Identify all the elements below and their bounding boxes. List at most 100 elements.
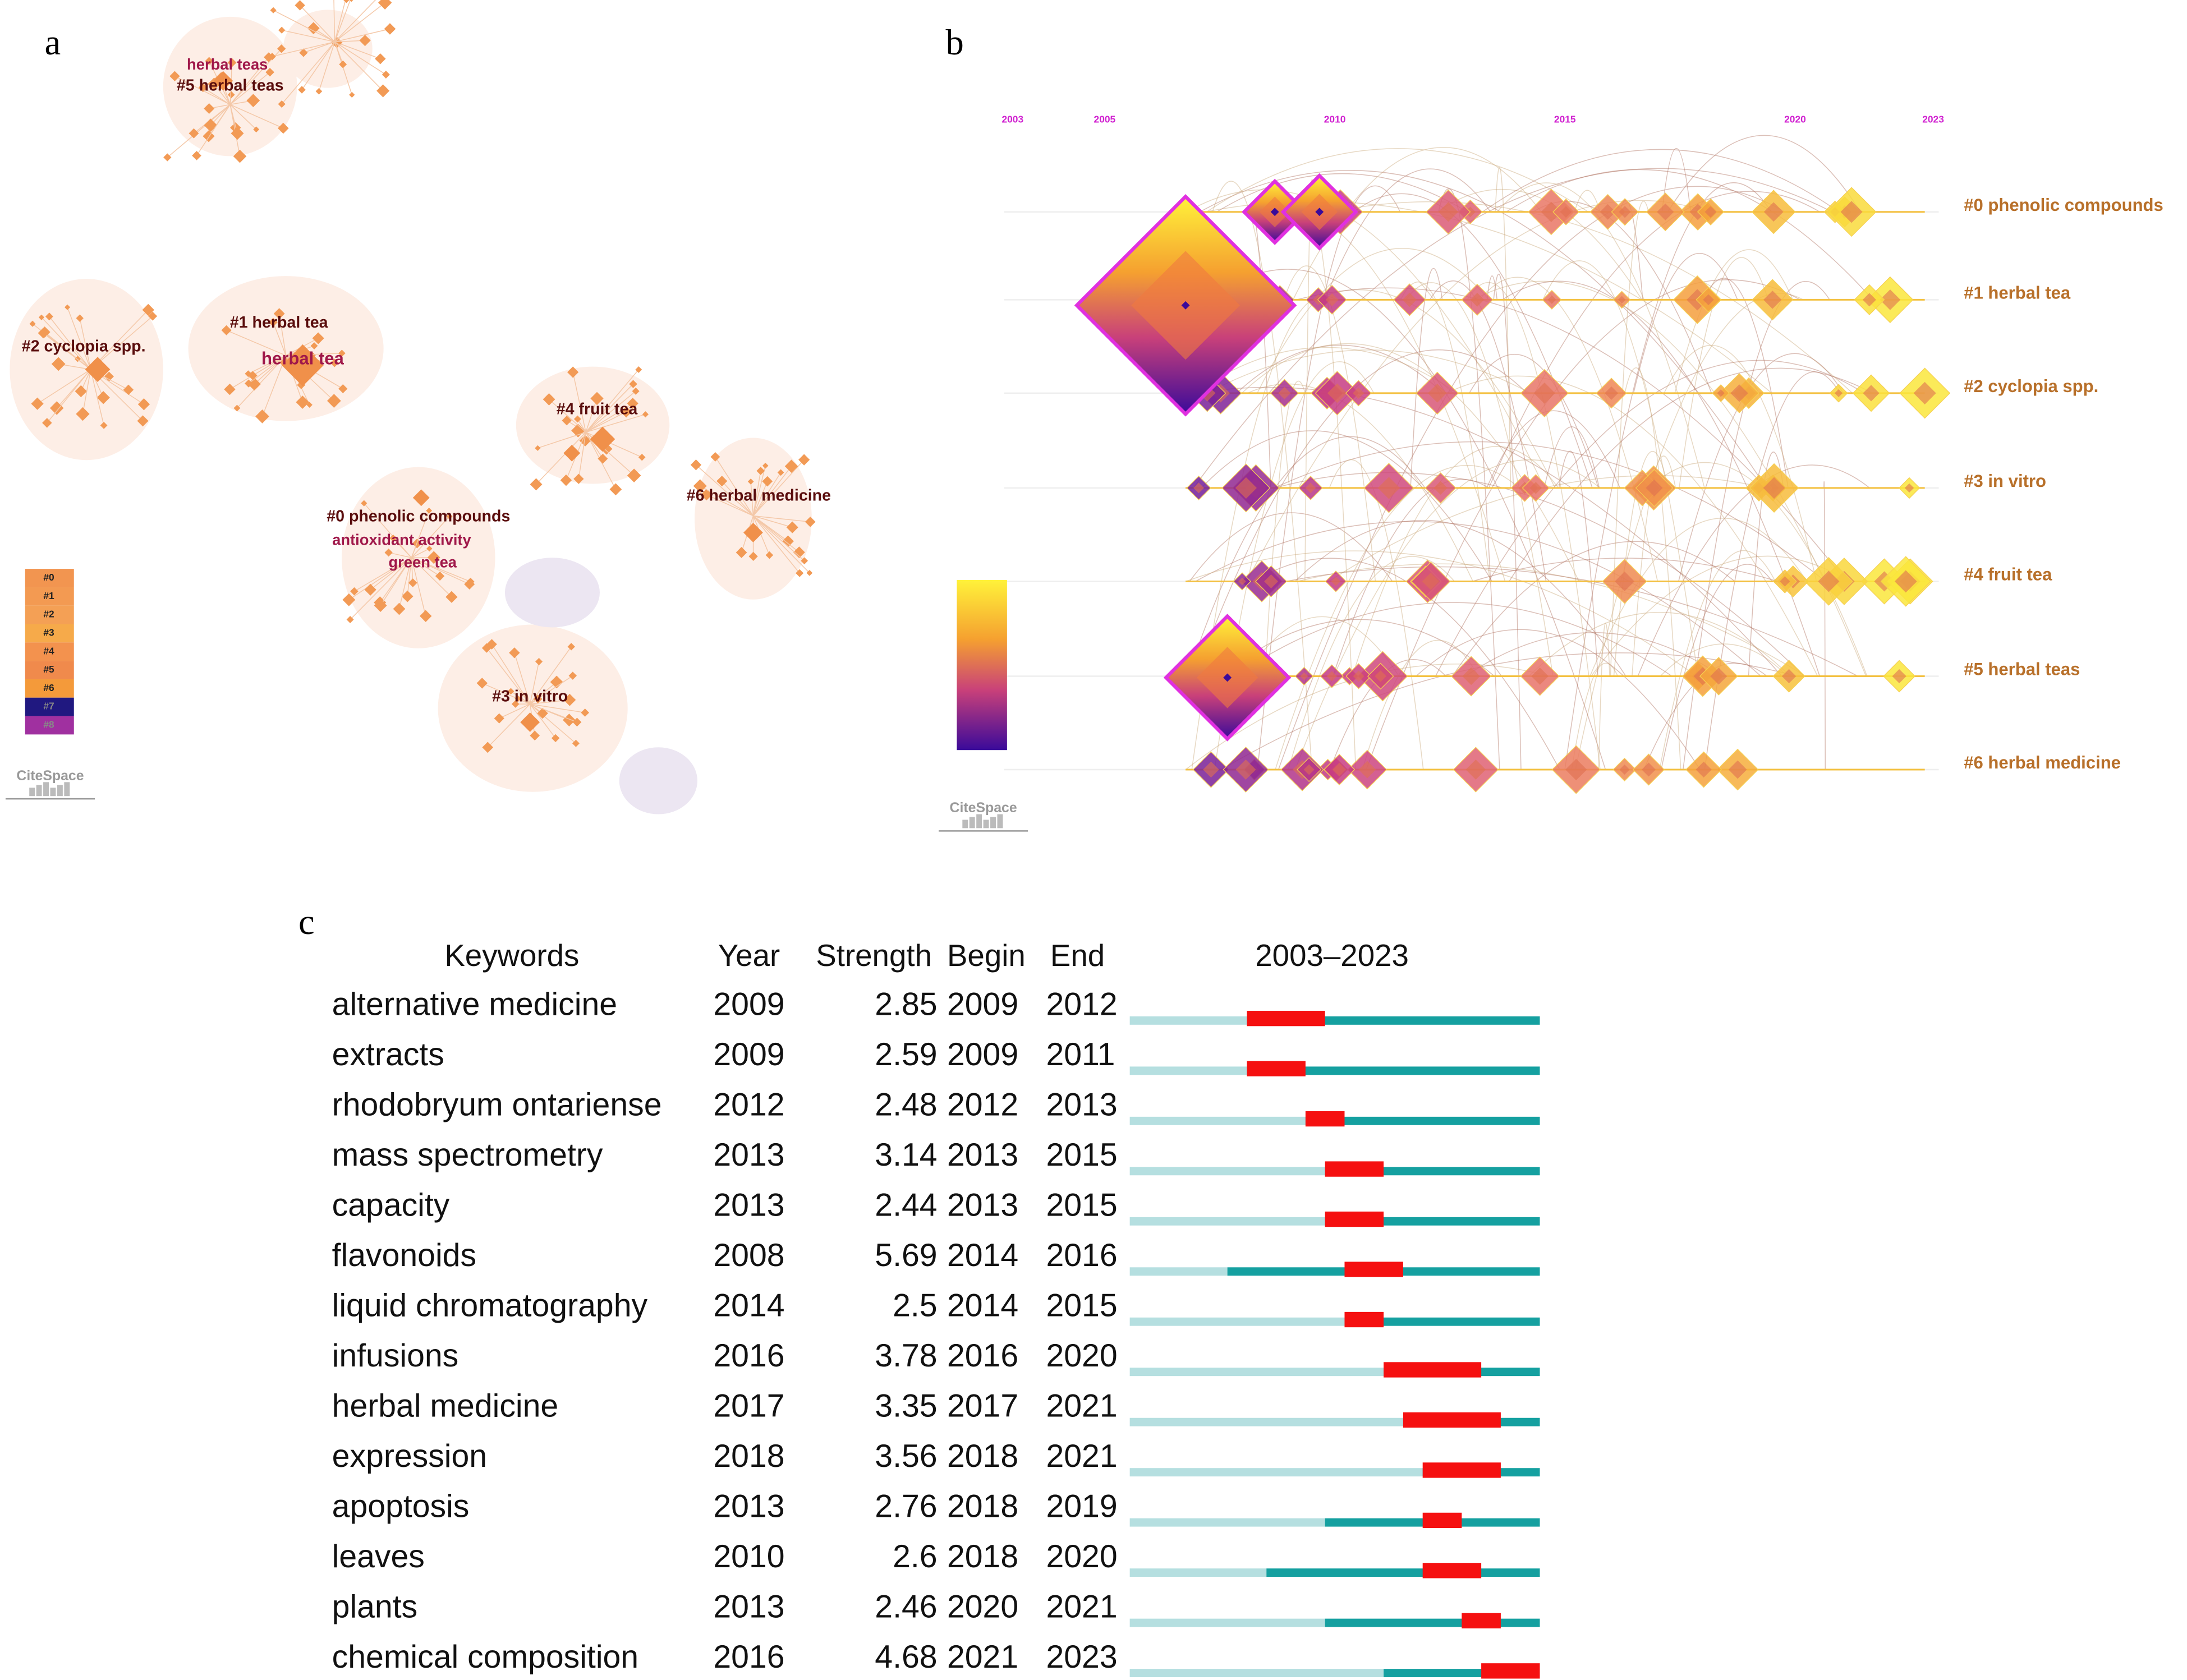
link: [1469, 353, 1599, 489]
link: [1571, 662, 1619, 770]
pre-period: [1129, 1167, 1325, 1176]
year: 2013: [713, 1187, 784, 1223]
node: [765, 551, 774, 559]
begin: 2018: [947, 1488, 1018, 1524]
node: [244, 379, 253, 388]
node: [537, 707, 548, 719]
node: [1619, 206, 1631, 218]
link: [411, 557, 440, 577]
link: [193, 104, 231, 134]
panel-label: b: [945, 22, 963, 62]
end: 2023: [1046, 1639, 1117, 1675]
node: [76, 314, 84, 322]
legend-label: #5: [43, 664, 54, 675]
node: [560, 474, 572, 486]
node: [1614, 571, 1635, 592]
legend-label: #2: [43, 609, 54, 620]
link: [1207, 349, 1531, 394]
node: [338, 384, 348, 394]
cluster-label: #4 fruit tea: [1964, 565, 2052, 584]
link: [229, 72, 270, 105]
node: [361, 500, 367, 507]
keyword: flavonoids: [332, 1237, 476, 1273]
node: [1834, 389, 1843, 397]
node: [104, 371, 114, 381]
link: [1288, 556, 1455, 770]
node: [1642, 762, 1656, 777]
year: 2018: [713, 1438, 784, 1474]
link: [1206, 148, 1589, 213]
link: [1493, 274, 1522, 770]
cluster-label: #2 cyclopia spp.: [22, 337, 146, 355]
legend-label: #4: [43, 645, 54, 656]
link: [530, 682, 557, 705]
year-tick-label: 2015: [1554, 113, 1576, 125]
link: [370, 557, 412, 590]
legend-swatch: [25, 679, 74, 698]
link: [1400, 282, 1491, 582]
link: [1679, 257, 1769, 489]
panel-label: c: [298, 901, 315, 942]
pre-period: [1129, 1317, 1345, 1326]
link: [1465, 632, 1722, 677]
node: [1235, 477, 1257, 499]
column-header: 2003–2023: [1255, 938, 1409, 973]
link: [1542, 260, 1699, 676]
link: [1209, 269, 1606, 770]
node: [265, 67, 274, 77]
node: [213, 71, 233, 91]
link: [1257, 248, 1490, 394]
strength: 2.48: [875, 1087, 937, 1123]
strength: 2.46: [875, 1589, 937, 1624]
node: [426, 508, 433, 514]
node: [446, 513, 453, 520]
link: [1610, 201, 1649, 676]
node: [716, 476, 728, 487]
link: [411, 558, 426, 616]
node: [632, 387, 640, 395]
link: [752, 481, 768, 516]
year: 2017: [713, 1388, 784, 1424]
cluster-area: [619, 747, 697, 814]
logo-bar: [962, 820, 968, 829]
node: [796, 569, 804, 577]
burst: [1462, 1613, 1501, 1629]
node: [75, 356, 81, 362]
legend-label: #1: [43, 590, 54, 601]
keyword: plants: [332, 1589, 418, 1624]
link: [254, 355, 287, 385]
link: [1667, 135, 1861, 213]
node: [339, 60, 347, 68]
link: [491, 644, 531, 705]
link: [380, 557, 412, 606]
node: [609, 483, 622, 496]
link: [334, 42, 384, 91]
active-period: [1344, 1317, 1540, 1326]
node: [342, 593, 356, 606]
keyword: expression: [332, 1438, 487, 1474]
node: [1181, 301, 1190, 310]
year: 2010: [713, 1539, 784, 1575]
link: [407, 558, 412, 597]
link: [1333, 478, 1489, 676]
node: [1462, 667, 1480, 685]
link: [753, 515, 811, 523]
link: [752, 466, 792, 517]
link: [334, 41, 381, 59]
column-header: Strength: [816, 938, 932, 973]
burst: [1422, 1462, 1501, 1478]
node: [572, 739, 580, 747]
link: [585, 369, 639, 432]
link: [1482, 149, 1839, 213]
node: [374, 599, 387, 612]
year: 2009: [713, 987, 784, 1023]
node: [42, 418, 52, 428]
legend-swatch: [25, 605, 74, 624]
begin: 2012: [947, 1087, 1018, 1123]
strength: 4.68: [875, 1639, 937, 1675]
node: [494, 713, 504, 724]
link: [1564, 182, 1772, 770]
link: [1294, 459, 1601, 770]
link: [1506, 169, 1873, 300]
link: [82, 369, 91, 415]
